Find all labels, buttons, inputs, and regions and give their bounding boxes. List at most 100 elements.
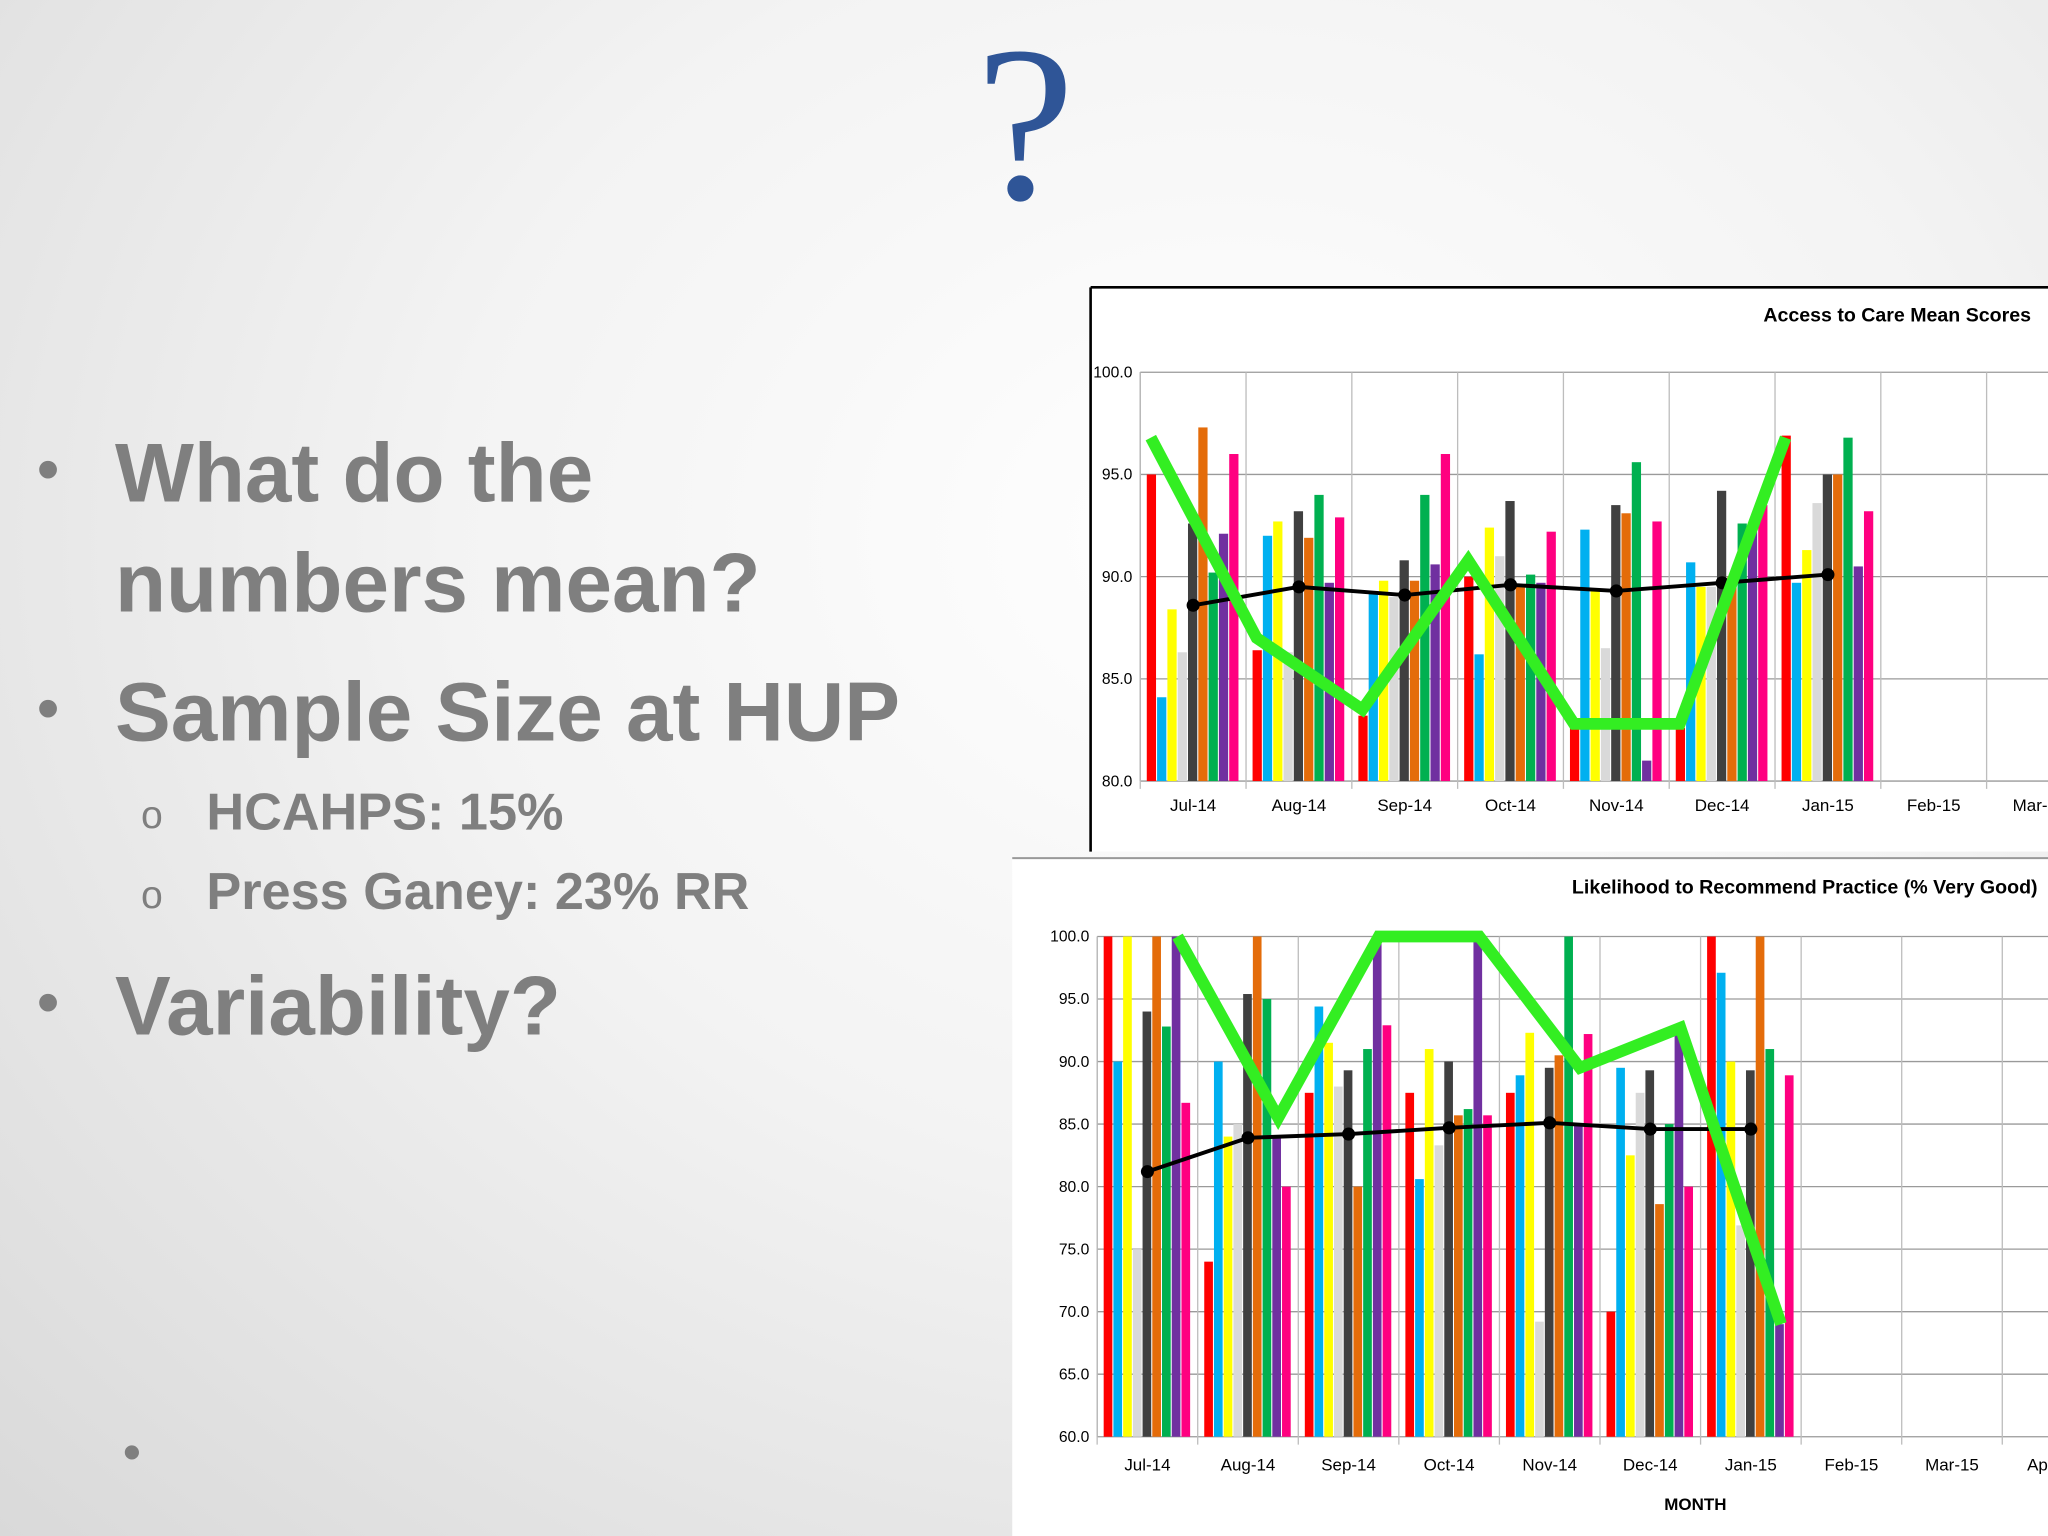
bar	[1726, 1061, 1736, 1437]
bar	[1822, 474, 1833, 782]
y-tick-label: 80.0	[1059, 1179, 1090, 1196]
bar	[1409, 580, 1420, 782]
bar	[1229, 454, 1239, 782]
x-tick-label: Feb-15	[1825, 1456, 1879, 1475]
bar	[1525, 1032, 1535, 1437]
bar	[1525, 574, 1536, 782]
bar	[1324, 1042, 1333, 1437]
bar	[1600, 648, 1611, 782]
bar	[1252, 650, 1262, 782]
bar	[1204, 1261, 1213, 1437]
bar	[1474, 654, 1484, 782]
bar	[1335, 517, 1345, 782]
bar	[1606, 1311, 1616, 1437]
bar	[1583, 1034, 1593, 1437]
bar	[1152, 936, 1161, 1437]
bar	[1314, 1006, 1324, 1437]
bar	[1621, 513, 1631, 782]
bar	[1283, 652, 1293, 782]
y-tick-label: 85.0	[1059, 1116, 1090, 1133]
y-tick-label: 85.0	[1102, 671, 1133, 688]
bar	[1333, 1086, 1343, 1437]
bar	[1483, 1115, 1492, 1437]
x-tick-label: Jul-14	[1124, 1456, 1170, 1475]
bar	[1171, 936, 1181, 1437]
bar	[1218, 533, 1229, 782]
bar	[1686, 562, 1696, 782]
bar	[1304, 537, 1314, 782]
x-tick-label: Sep-14	[1321, 1456, 1376, 1475]
bar	[1535, 1321, 1544, 1437]
bar	[1727, 576, 1737, 782]
bar	[1233, 1124, 1243, 1437]
bar	[1544, 1067, 1554, 1437]
bar	[1343, 1070, 1353, 1437]
bar	[1162, 1026, 1171, 1437]
bar	[1293, 511, 1304, 782]
bar	[1736, 1225, 1745, 1437]
bar	[1146, 474, 1157, 782]
line-marker	[1744, 1122, 1758, 1136]
y-tick-label: 70.0	[1059, 1304, 1090, 1321]
y-tick-label: 80.0	[1102, 773, 1133, 790]
x-tick-label: Sep-14	[1377, 796, 1432, 815]
bar	[1223, 1136, 1233, 1437]
bar	[1569, 719, 1580, 782]
bar	[1863, 511, 1874, 782]
bar	[1674, 1030, 1684, 1437]
bar	[1791, 582, 1802, 782]
bar	[1208, 572, 1218, 782]
bar	[1843, 437, 1853, 782]
x-tick-label: Apr-15	[2027, 1456, 2048, 1475]
line-marker	[1398, 588, 1412, 602]
bar	[1495, 556, 1505, 782]
bar	[1696, 586, 1706, 782]
bar	[1546, 531, 1556, 782]
bar	[1631, 462, 1642, 782]
x-axis-title: MONTH	[1664, 1495, 1726, 1514]
bar	[1642, 760, 1652, 782]
bullet: Variability?	[114, 958, 561, 1053]
y-tick-label: 90.0	[1102, 569, 1133, 586]
bar	[1484, 527, 1495, 782]
bar	[1252, 936, 1262, 1437]
bar	[1113, 1061, 1123, 1437]
bar	[1157, 697, 1167, 782]
bar	[1399, 560, 1409, 782]
x-tick-label: Oct-14	[1424, 1456, 1475, 1475]
bar	[1755, 936, 1765, 1437]
bar	[1213, 1061, 1223, 1437]
x-tick-label: Nov-14	[1522, 1456, 1577, 1475]
y-tick-label: 75.0	[1059, 1241, 1090, 1258]
y-tick-label: 65.0	[1059, 1366, 1090, 1383]
bar	[1464, 576, 1474, 782]
bar	[1314, 494, 1324, 782]
bar	[1515, 1075, 1525, 1437]
x-tick-label: Nov-14	[1589, 796, 1644, 815]
bar	[1645, 1070, 1655, 1437]
bar	[1463, 1109, 1473, 1437]
bar	[1812, 503, 1822, 782]
x-tick-label: Aug-14	[1272, 796, 1327, 815]
bar	[1358, 715, 1368, 782]
bar	[1635, 1092, 1645, 1437]
y-tick-label: 95.0	[1102, 467, 1133, 484]
bar	[1353, 1186, 1363, 1437]
bar	[1853, 566, 1863, 782]
bar	[1505, 1092, 1515, 1437]
bar	[1675, 727, 1686, 782]
bar	[1167, 609, 1177, 782]
chart-title: Likelihood to Recommend Practice (% Very…	[1572, 876, 2038, 898]
y-tick-label: 100.0	[1050, 929, 1089, 946]
bullet: Sample Size at HUP	[114, 664, 901, 759]
highlight-line	[1145, 434, 1792, 730]
slide-title: ?	[976, 1, 1075, 247]
y-tick-label: 95.0	[1059, 991, 1090, 1008]
line-marker	[1442, 1121, 1456, 1135]
bar	[1424, 1049, 1434, 1437]
x-tick-label: Mar-15	[1925, 1456, 1979, 1475]
x-tick-label: Dec-14	[1695, 796, 1750, 815]
bar	[1574, 1124, 1583, 1437]
bar	[1781, 435, 1791, 782]
bar	[1430, 564, 1440, 782]
